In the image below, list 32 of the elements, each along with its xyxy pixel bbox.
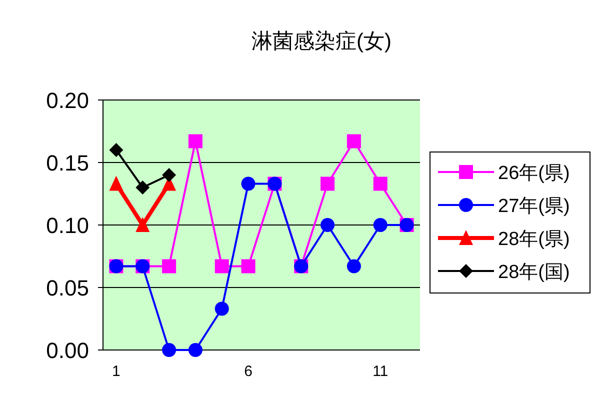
point	[373, 218, 388, 232]
point	[162, 168, 176, 182]
x-tick-label: 6	[244, 363, 252, 380]
point	[188, 343, 202, 357]
y-tick-label: 0.20	[46, 88, 89, 113]
x-tick-label: 11	[372, 363, 388, 380]
x-tick-label: 1	[112, 363, 120, 380]
point	[109, 143, 124, 157]
point	[346, 134, 361, 148]
point	[109, 176, 124, 191]
point	[346, 259, 361, 274]
legend-label: 26年(県)	[498, 163, 570, 184]
legend-label: 27年(県)	[498, 196, 570, 217]
point	[320, 176, 335, 191]
y-tick-label: 0.00	[46, 338, 89, 363]
point	[214, 259, 229, 274]
point	[214, 302, 229, 316]
point	[373, 176, 388, 191]
point	[162, 259, 176, 274]
y-tick-label: 0.15	[46, 150, 89, 176]
point	[162, 343, 176, 357]
point	[320, 218, 335, 232]
point	[136, 180, 150, 194]
chart-title: 淋菌感染症(女)	[252, 30, 392, 53]
point	[136, 217, 150, 232]
y-tick-label: 0.05	[46, 276, 89, 300]
legend-label: 28年(県)	[498, 229, 570, 250]
point	[188, 134, 202, 148]
point	[241, 259, 256, 274]
legend-label: 28年(国)	[498, 262, 570, 283]
point	[241, 176, 256, 191]
y-tick-label: 0.10	[46, 213, 89, 238]
